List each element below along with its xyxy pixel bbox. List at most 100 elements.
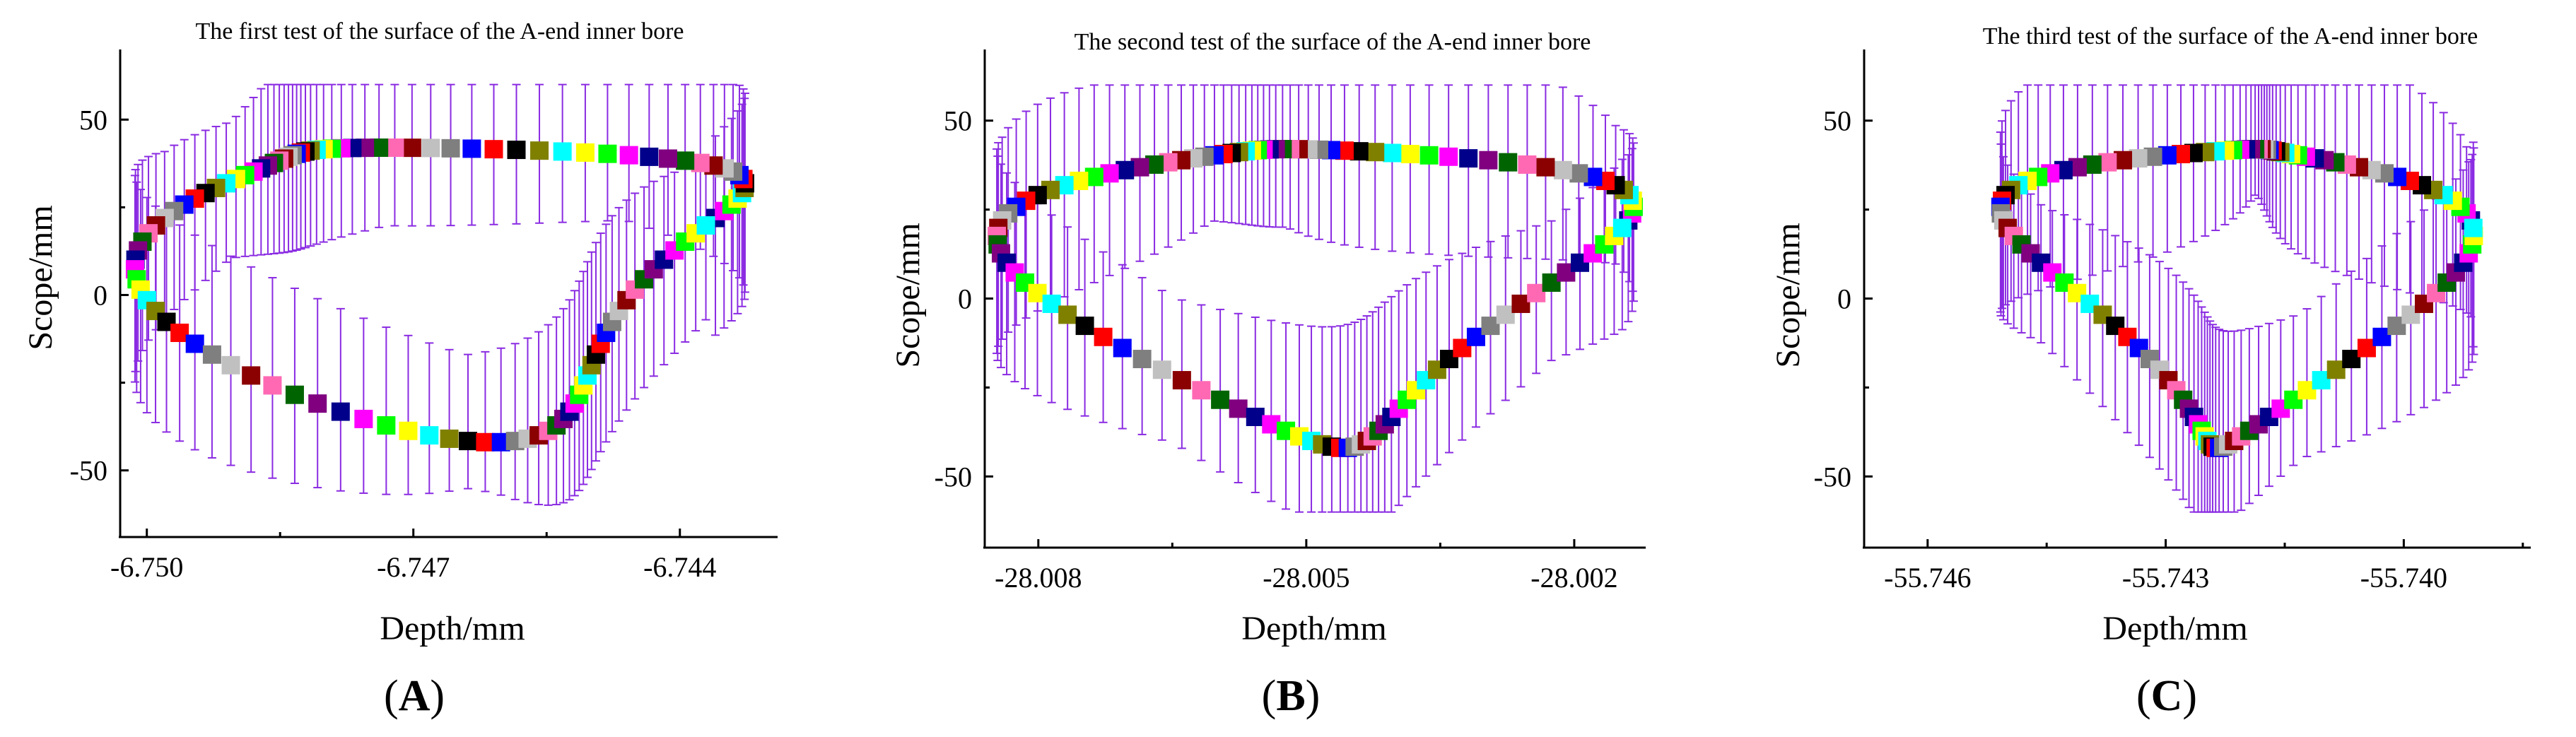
- data-point: [1058, 305, 1077, 324]
- x-tick-label: -28.008: [995, 562, 1082, 594]
- x-tick-label: -6.750: [110, 551, 183, 583]
- data-point: [1518, 155, 1537, 174]
- data-point: [1499, 153, 1518, 172]
- data-point: [1246, 407, 1265, 426]
- data-point: [221, 355, 240, 375]
- data-point: [459, 432, 478, 451]
- chart-title: The second test of the surface of the A-…: [1075, 29, 1591, 55]
- data-point: [640, 147, 659, 166]
- data-point: [1192, 381, 1211, 400]
- data-point: [2464, 218, 2483, 237]
- data-point: [185, 334, 204, 353]
- data-point: [202, 345, 221, 364]
- x-axis-label: Depth/mm: [380, 610, 525, 647]
- data-point: [598, 144, 617, 163]
- axis-ticks: 50 0 -50 -6.750 -6.747 -6.744: [70, 104, 717, 583]
- data-point: [619, 146, 638, 165]
- data-point: [354, 409, 373, 428]
- data-point: [1094, 327, 1113, 346]
- data-point: [1496, 305, 1515, 324]
- y-tick-label: 50: [79, 104, 107, 136]
- x-axis-label: Depth/mm: [2102, 610, 2247, 647]
- data-point: [1383, 143, 1402, 163]
- x-tick-label: -55.743: [2122, 562, 2209, 594]
- data-point: [377, 416, 396, 435]
- x-tick-label: -28.005: [1263, 562, 1350, 594]
- data-point: [1042, 294, 1061, 313]
- data-point: [476, 432, 495, 452]
- data-point: [1479, 151, 1498, 170]
- chart-title: The third test of the surface of the A-e…: [1983, 23, 2478, 49]
- data-point: [1113, 338, 1132, 358]
- data-point: [402, 138, 421, 158]
- panel-label: (B): [1262, 672, 1321, 720]
- data-point: [1612, 218, 1632, 237]
- data-point: [1132, 350, 1152, 369]
- data-point: [507, 141, 526, 160]
- data-point: [242, 366, 261, 385]
- x-tick-label: -28.002: [1530, 562, 1617, 594]
- data-point: [484, 140, 503, 159]
- x-tick-label: -6.744: [643, 551, 716, 583]
- data-point: [1459, 149, 1478, 168]
- data-point: [2342, 350, 2361, 369]
- data-point: [420, 426, 439, 445]
- data-point: [530, 141, 549, 160]
- data-point: [1439, 147, 1458, 166]
- y-axis-label: Scope/mm: [1769, 223, 1807, 367]
- y-tick-label: 0: [1837, 283, 1851, 315]
- data-point: [658, 149, 677, 168]
- data-point: [676, 151, 695, 170]
- data-point: [575, 143, 595, 162]
- data-point: [1229, 399, 1248, 418]
- data-point: [1553, 160, 1572, 179]
- chart-title: The first test of the surface of the A-e…: [195, 18, 684, 45]
- y-tick-label: 0: [958, 283, 972, 315]
- panel-label: (C): [2136, 672, 2197, 720]
- data-point: [1075, 317, 1094, 336]
- axis-ticks: 50 0 -50 -28.008 -28.005 -28.002: [935, 105, 1618, 594]
- data-point-layer: [125, 138, 754, 452]
- data-point: [1400, 145, 1419, 164]
- y-tick-label: 0: [93, 279, 107, 311]
- y-axis-label: Scope/mm: [22, 205, 59, 350]
- data-point: [440, 429, 459, 448]
- data-point: [462, 139, 481, 158]
- y-tick-label: -50: [70, 455, 107, 487]
- x-tick-label: -6.747: [377, 551, 450, 583]
- data-point: [399, 421, 418, 440]
- data-point: [1366, 143, 1385, 162]
- data-point: [421, 138, 440, 158]
- data-point: [1536, 158, 1555, 177]
- data-point: [1172, 371, 1191, 390]
- chart-panel-c: The third test of the surface of the A-e…: [1769, 23, 2531, 720]
- data-point: [696, 216, 715, 235]
- y-tick-label: 50: [1823, 105, 1851, 137]
- y-tick-label: -50: [935, 461, 972, 493]
- data-point: [2114, 151, 2133, 170]
- x-axis-label: Depth/mm: [1241, 610, 1386, 647]
- y-tick-label: 50: [944, 105, 972, 137]
- data-point: [1511, 294, 1530, 313]
- data-point: [1152, 360, 1171, 379]
- data-point: [441, 138, 460, 158]
- data-point: [1100, 164, 1119, 183]
- panel-letter: A: [399, 672, 431, 720]
- x-tick-label: -55.740: [2360, 562, 2447, 594]
- data-point: [331, 402, 350, 421]
- panel-letter: C: [2151, 672, 2183, 720]
- data-point: [285, 385, 304, 404]
- data-point: [263, 376, 282, 395]
- y-tick-label: -50: [1814, 461, 1851, 493]
- panel-label: (A): [384, 672, 445, 720]
- panel-letter: B: [1276, 672, 1305, 720]
- data-point: [1116, 160, 1135, 179]
- data-point-layer: [1991, 140, 2483, 457]
- chart-panel-b: The second test of the surface of the A-…: [889, 29, 1646, 720]
- data-point: [553, 142, 572, 161]
- axis-ticks: 50 0 -50 -55.746 -55.743 -55.740: [1814, 105, 2524, 594]
- data-point: [1569, 164, 1588, 183]
- data-point: [1419, 146, 1439, 165]
- data-point: [1211, 390, 1230, 409]
